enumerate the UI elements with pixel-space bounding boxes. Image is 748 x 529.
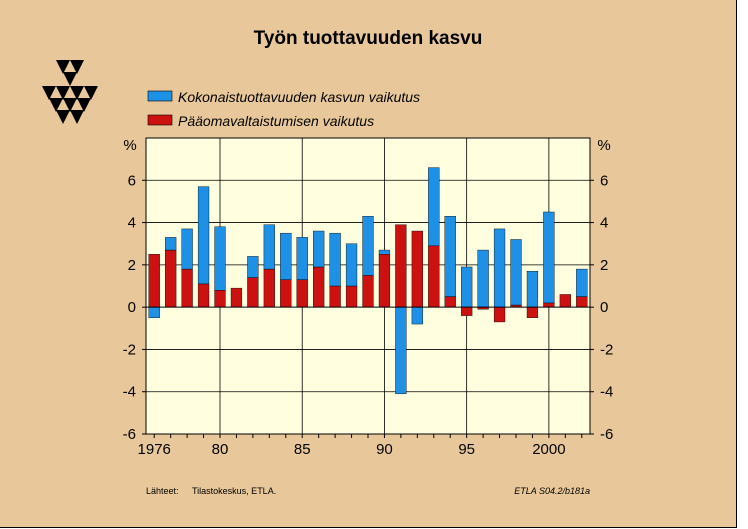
bar-capital-deepening [444,296,456,308]
bar-total-productivity [313,230,325,268]
legend-swatch-capital-deepening [147,114,173,126]
bar-total-productivity [214,226,226,291]
bar-capital-deepening [576,296,588,308]
bar-capital-deepening [329,285,341,308]
bar-total-productivity [576,268,588,297]
y-tick-label-left: -2 [123,341,136,358]
legend-swatch-total-productivity [147,90,173,102]
y-axis-unit-left: % [123,137,136,154]
bar-capital-deepening [148,254,160,308]
chart-code: ETLA S04.2/b181a [514,486,590,496]
logo-triangle [42,86,56,100]
bar-total-productivity [362,216,374,276]
axis-ticks: -6 -6 -4 -4 -2 -2 0 0 2 2 4 4 6 6 1976 80 85 90 95 2000 [123,172,614,458]
bar-capital-deepening [247,277,259,308]
bar-total-productivity [329,232,341,287]
y-tick-label-right: -6 [600,426,613,443]
y-tick-label-left: -4 [123,384,136,401]
bar-total-productivity [526,271,539,308]
x-tick-label: 2000 [532,441,565,458]
bar-capital-deepening [345,285,358,308]
y-tick-label-right: -2 [600,341,613,358]
bars [148,167,588,395]
bar-total-productivity [395,306,407,395]
x-tick-label: 95 [458,441,475,458]
bar-capital-deepening [411,230,423,308]
y-tick-label-left: 6 [128,172,136,189]
y-tick-label-left: 2 [128,257,136,274]
bar-total-productivity [411,306,423,325]
bar-total-productivity [181,228,193,270]
legend-label-total-productivity: Kokonaistuottavuuden kasvun vaikutus [178,89,420,105]
bar-capital-deepening [280,279,292,308]
bar-total-productivity [428,167,440,247]
bar-capital-deepening [362,275,374,308]
bar-total-productivity [165,237,177,251]
x-tick-label: 80 [212,441,229,458]
y-tick-label-right: 6 [600,172,608,189]
logo-triangle [70,86,84,100]
y-axis-unit-right: % [597,137,610,154]
logo-triangle [63,98,77,112]
bar-total-productivity [510,239,522,306]
bar-total-productivity [477,249,489,308]
bar-total-productivity [378,249,391,255]
y-tick-label-right: -4 [600,384,613,401]
chart-title: Työn tuottavuuden kasvu [254,28,483,49]
y-tick-label-right: 0 [600,299,608,316]
logo-triangle [56,60,70,74]
etla-logo-icon [42,60,98,124]
bar-total-productivity [493,228,506,308]
y-tick-label-right: 4 [600,215,608,232]
logo-triangle [70,110,84,124]
bar-capital-deepening [197,283,210,308]
bar-total-productivity [197,186,210,285]
bar-capital-deepening [313,266,325,308]
bar-total-productivity [461,266,473,308]
bar-capital-deepening [296,279,308,308]
bar-capital-deepening [559,294,571,308]
x-tick-label: 85 [294,441,311,458]
bar-total-productivity [263,224,275,270]
logo-triangle [77,98,91,112]
bar-capital-deepening [493,306,506,323]
bar-total-productivity [296,237,308,280]
bar-capital-deepening [165,249,177,308]
bar-total-productivity [247,256,259,278]
logo-triangle [70,60,84,74]
logo-triangle [84,86,98,100]
logo-triangle [56,110,70,124]
bar-capital-deepening [230,287,243,308]
logo-triangle [63,72,77,86]
bar-total-productivity [345,243,358,287]
bar-capital-deepening [543,302,555,308]
source-label: Lähteet: [146,486,179,496]
y-tick-label-left: -6 [123,426,136,443]
bar-capital-deepening [181,268,193,308]
bar-total-productivity [148,306,160,318]
bar-capital-deepening [526,306,539,318]
y-tick-label-right: 2 [600,257,608,274]
x-tick-label: 1976 [138,441,171,458]
legend-label-capital-deepening: Pääomavaltaistumisen vaikutus [178,113,374,129]
bar-capital-deepening [378,254,391,308]
y-tick-label-left: 0 [128,299,136,316]
bar-total-productivity [444,216,456,297]
bar-total-productivity [543,211,555,304]
logo-triangle [49,98,63,112]
bar-total-productivity [280,232,292,280]
logo-triangle [56,86,70,100]
bar-capital-deepening [263,268,275,308]
x-tick-label: 90 [376,441,393,458]
source-text: Tilastokeskus, ETLA. [192,486,276,496]
bar-capital-deepening [461,306,473,316]
bar-capital-deepening [428,245,440,308]
bar-capital-deepening [395,224,407,308]
y-tick-label-left: 4 [128,215,136,232]
bar-capital-deepening [214,290,226,308]
